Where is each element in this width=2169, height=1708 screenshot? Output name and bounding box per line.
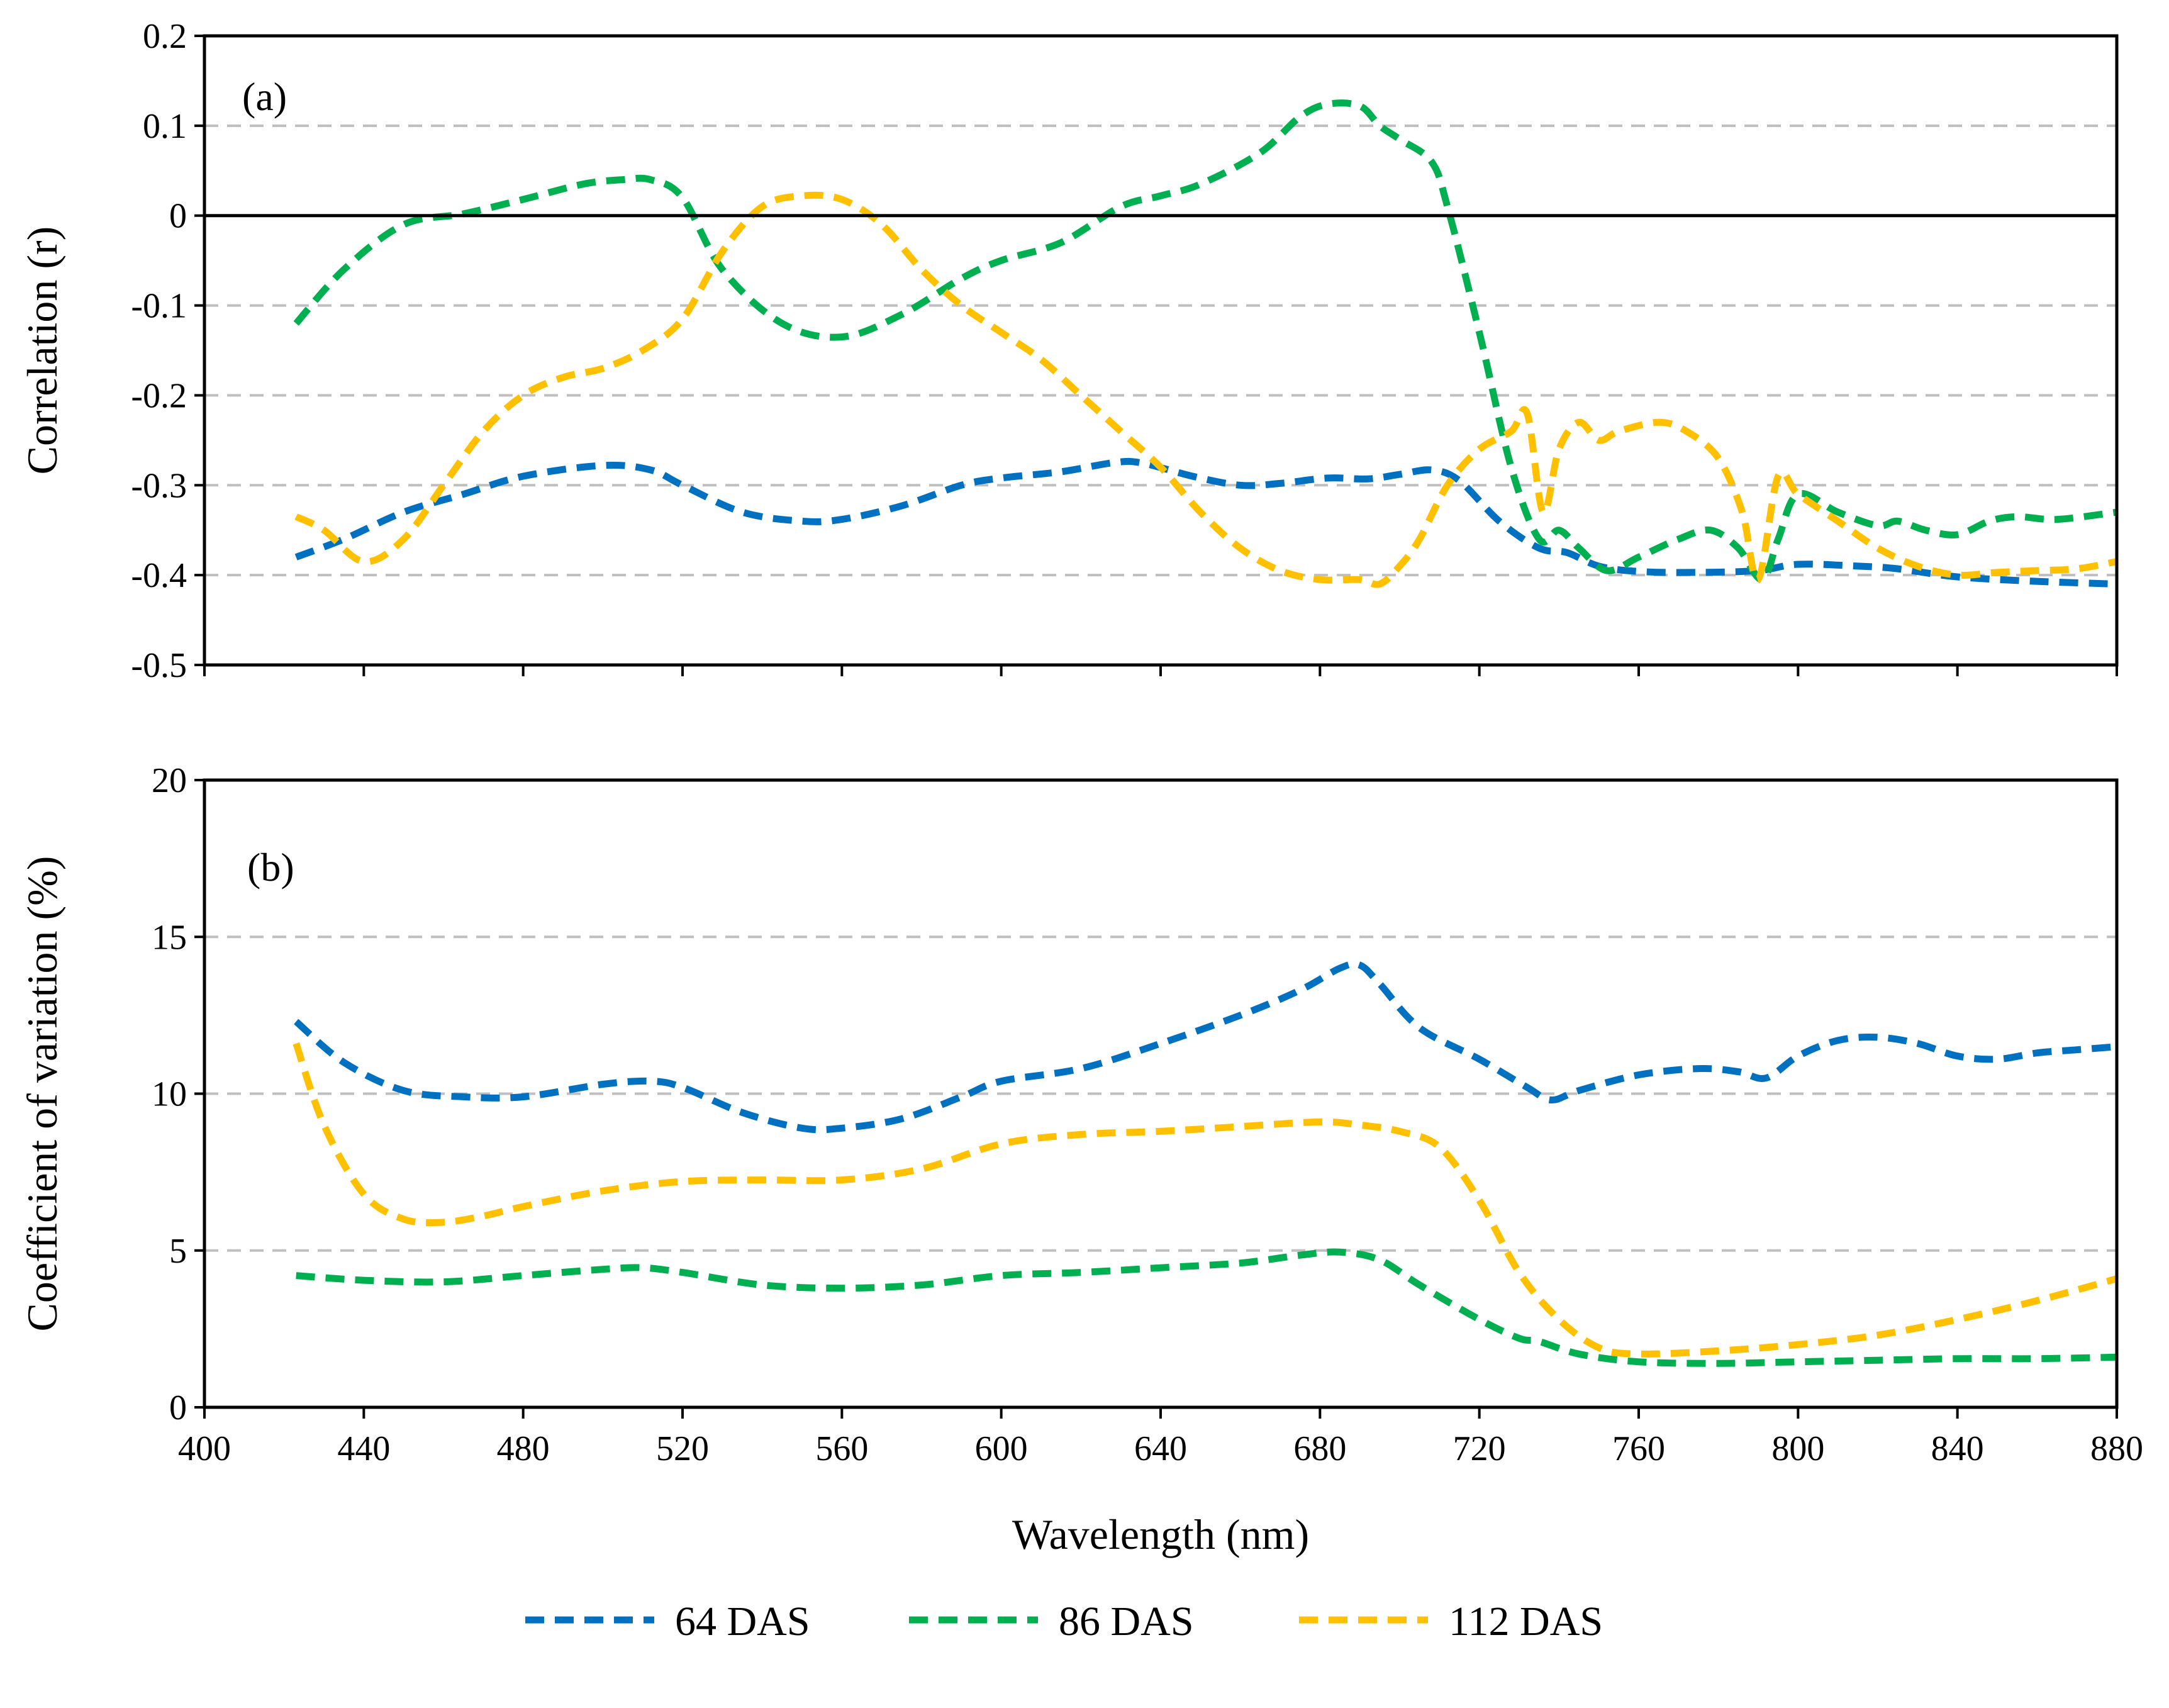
x-tick-label: 720 xyxy=(1453,1429,1506,1468)
y-tick-label: -0.2 xyxy=(131,376,187,415)
panel-label: (b) xyxy=(247,845,294,890)
y-tick-label: 15 xyxy=(152,918,187,957)
y-tick-label: -0.5 xyxy=(131,646,187,685)
x-tick-label: 680 xyxy=(1293,1429,1346,1468)
x-tick-label: 400 xyxy=(178,1429,231,1468)
panel-b: 0 5 10 15 20 400 440 480 520 560 600 640 680 720 760 80… xyxy=(18,761,2143,1558)
y-tick-label: 0.1 xyxy=(143,107,187,146)
x-axis-title: Wavelength (nm) xyxy=(1012,1510,1309,1558)
y-tick-label: -0.3 xyxy=(131,466,187,505)
y-axis-title: Correlation (r) xyxy=(18,226,66,475)
y-tick-label: 20 xyxy=(152,761,187,800)
x-tick-label: 560 xyxy=(815,1429,868,1468)
y-tick-label: 5 xyxy=(169,1232,187,1271)
x-tick-label: 760 xyxy=(1612,1429,1665,1468)
x-tick-label: 880 xyxy=(2090,1429,2143,1468)
series-line-112-das xyxy=(294,191,2118,588)
x-tick-label: 440 xyxy=(337,1429,390,1468)
series-line-86-das xyxy=(293,99,2117,583)
legend-label-112-das: 112 DAS xyxy=(1449,1599,1603,1644)
y-tick-label: 10 xyxy=(152,1075,187,1114)
y-tick-label: 0.2 xyxy=(143,17,187,56)
plot-frame xyxy=(203,34,2119,667)
y-tick-label: -0.1 xyxy=(131,287,187,326)
legend-label-86-das: 86 DAS xyxy=(1059,1599,1194,1644)
series-line-64-das xyxy=(294,457,2117,588)
x-tick-label: 800 xyxy=(1771,1429,1824,1468)
legend-label-64-das: 64 DAS xyxy=(675,1599,810,1644)
series-line-86-das xyxy=(296,1248,2117,1367)
panel-a: -0.5 -0.4 -0.3 -0.2 -0.1 0 0.1 0.2 (a) Correlatio… xyxy=(18,17,2119,685)
legend: 64 DAS 86 DAS 112 DAS xyxy=(525,1599,1603,1644)
panel-label: (a) xyxy=(242,74,287,119)
series-line-112-das xyxy=(293,1042,2118,1358)
y-tick-label: 0 xyxy=(169,197,187,236)
y-tick-label: -0.4 xyxy=(131,556,187,595)
x-tick-label: 520 xyxy=(656,1429,709,1468)
x-tick-label: 840 xyxy=(1931,1429,1984,1468)
x-tick-label: 640 xyxy=(1134,1429,1187,1468)
x-tick-label: 480 xyxy=(497,1429,550,1468)
y-tick-label: 0 xyxy=(169,1388,187,1427)
series-line-64-das xyxy=(294,960,2117,1134)
x-tick-label: 600 xyxy=(975,1429,1028,1468)
y-axis-title: Coefficient of variation (%) xyxy=(18,856,66,1332)
